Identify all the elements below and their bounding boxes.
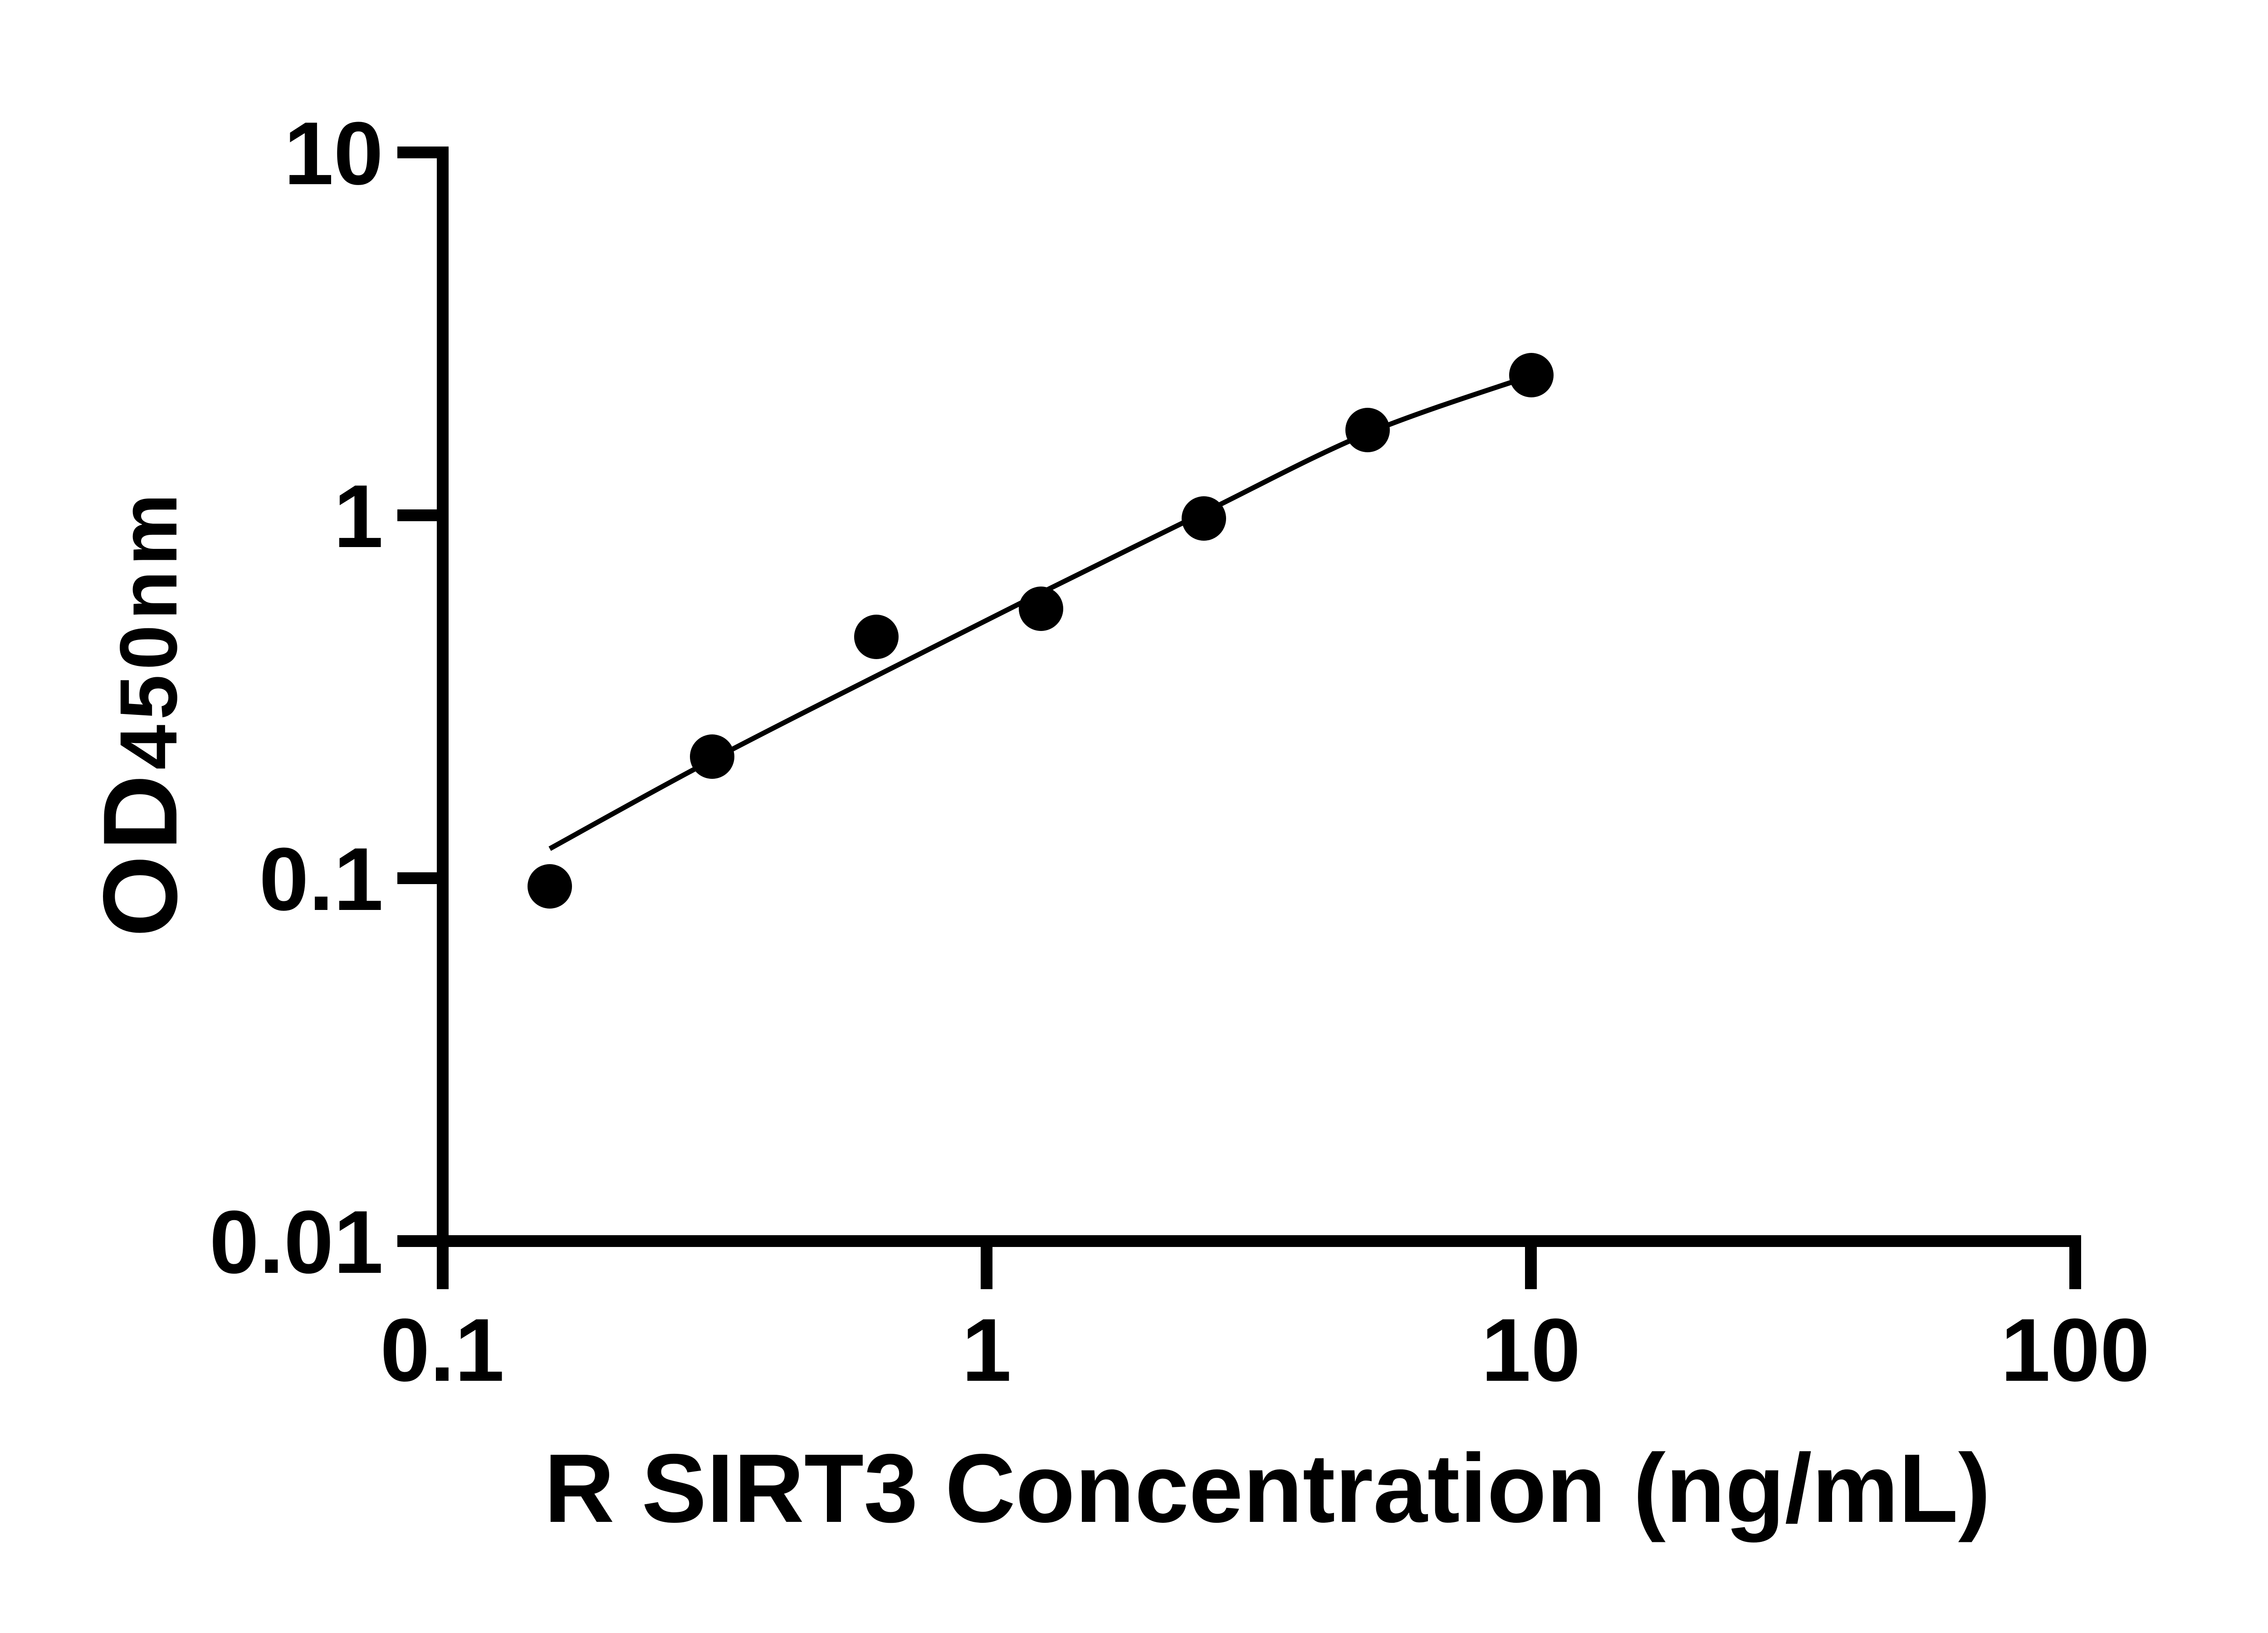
svg-text:OD450nm: OD450nm — [82, 489, 199, 937]
svg-text:0.01: 0.01 — [210, 1192, 383, 1292]
svg-text:10: 10 — [284, 103, 383, 203]
svg-text:1: 1 — [333, 466, 383, 566]
svg-text:100: 100 — [2001, 1300, 2150, 1400]
svg-text:R SIRT3 Concentration (ng/mL): R SIRT3 Concentration (ng/mL) — [544, 1433, 1990, 1543]
svg-text:0.1: 0.1 — [380, 1300, 504, 1400]
svg-text:0.1: 0.1 — [259, 829, 383, 929]
svg-text:1: 1 — [962, 1300, 1012, 1400]
svg-text:10: 10 — [1481, 1300, 1580, 1400]
